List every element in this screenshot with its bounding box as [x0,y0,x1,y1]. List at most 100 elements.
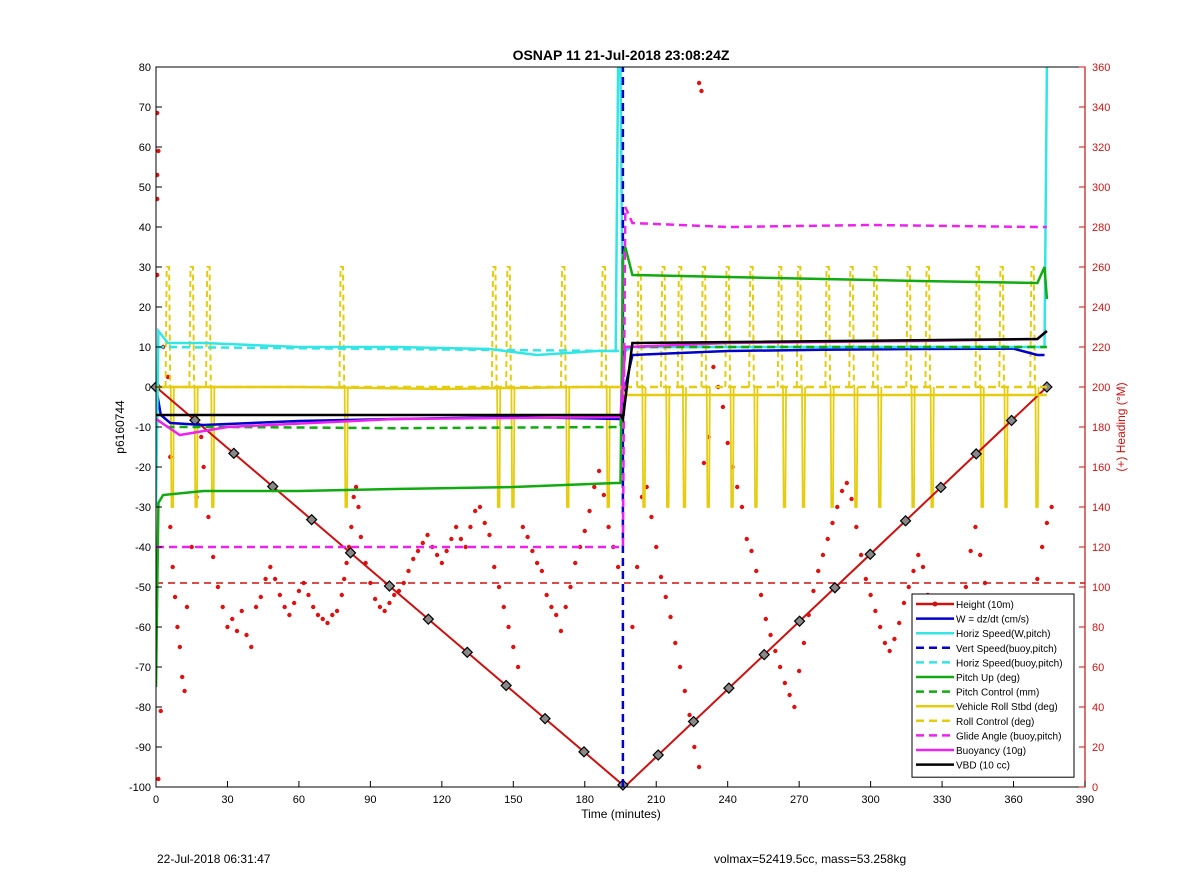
heading-point [763,616,769,622]
heading-point [820,552,826,558]
heading-point [606,524,611,530]
heading-point [601,492,607,498]
heading-point [206,514,211,520]
heading-point [172,594,178,600]
height-marker [578,745,590,758]
heading-point [696,764,702,770]
heading-point [392,592,397,598]
roll-stbd-spike [496,386,502,508]
height-marker [500,679,513,692]
heading-point [315,612,321,618]
heading-point [353,484,359,490]
heading-point [677,664,683,670]
series-line-9 [156,206,1047,549]
legend-label: Glide Angle (buoy,pitch) [956,731,1061,742]
height-marker [539,712,551,725]
heading-point [897,620,902,626]
heading-point [858,552,864,558]
heading-point [189,544,194,550]
heading-point [220,604,225,610]
heading-point [415,548,421,554]
heading-point [358,534,364,540]
legend-label: VBD (10 cc) [956,761,1010,772]
roll-stbd-spike [801,386,807,508]
height-marker [970,448,983,460]
heading-point [758,592,764,598]
heading-point [963,584,969,590]
heading-point [344,560,349,566]
heading-point [356,504,361,510]
heading-point [434,552,440,558]
y-tick-label: -30 [135,502,151,514]
height-marker [793,615,806,628]
y-tick-label: -60 [135,622,151,634]
y2-tick-label: 280 [1092,222,1110,234]
heading-point [882,640,888,646]
y2-tick-label: 80 [1092,622,1104,634]
heading-point [511,644,516,650]
heading-point [782,680,788,686]
x-tick-label: 0 [153,794,159,806]
height-marker [461,646,474,659]
y-axis-label: p6160744 [113,400,127,454]
roll-control-spike [724,266,732,388]
heading-point [225,624,230,630]
roll-control-spike [795,266,803,388]
height-marker [344,546,357,559]
heading-point [735,484,740,490]
heading-point [711,364,716,370]
heading-point [582,528,587,534]
heading-point [849,496,854,502]
y2-tick-label: 20 [1092,742,1104,754]
heading-point [749,548,754,554]
roll-stbd-spike [729,386,735,508]
heading-point [463,544,468,550]
legend-marker [932,601,938,607]
heading-point [330,612,335,618]
roll-stbd-spike [665,386,671,508]
roll-control-spike [974,266,982,388]
y2-tick-label: 180 [1092,422,1110,434]
x-tick-label: 390 [1076,794,1094,806]
heading-point [156,148,161,154]
heading-point [158,708,163,714]
heading-point [501,604,506,610]
heading-point [1035,576,1040,582]
y2-tick-label: 240 [1092,302,1110,314]
heading-point [544,592,549,598]
x-tick-label: 210 [647,794,665,806]
heading-point [835,504,840,510]
heading-point [249,644,254,650]
heading-point [563,604,568,610]
heading-point [892,636,897,642]
heading-point [449,536,454,542]
height-marker [422,613,435,626]
heading-point [854,524,859,530]
y2-tick-label: 220 [1092,342,1110,354]
roll-stbd-spike [510,386,516,508]
heading-point [520,524,526,530]
heading-point [472,508,478,514]
roll-control-spike [164,266,172,388]
y-tick-label: -100 [129,782,151,794]
height-marker [383,580,396,592]
y-tick-label: 70 [139,102,151,114]
legend-label: Vert Speed(buoy,pitch) [956,644,1057,655]
heading-point [168,524,173,530]
heading-point [887,648,892,654]
roll-control-spike [1029,266,1036,388]
heading-point [658,574,664,580]
x-tick-label: 240 [719,794,737,806]
height-marker [829,581,841,594]
heading-point [515,664,521,670]
heading-point [682,688,688,694]
y-tick-label: 20 [139,302,151,314]
heading-point [801,640,807,646]
heading-point [182,688,187,694]
y2-tick-label: 360 [1092,62,1110,74]
legend-label: Roll Control (deg) [956,717,1034,728]
legend-label: Pitch Up (deg) [956,673,1020,684]
x-tick-label: 90 [364,794,376,806]
heading-point [830,520,835,526]
heading-point [401,580,406,586]
